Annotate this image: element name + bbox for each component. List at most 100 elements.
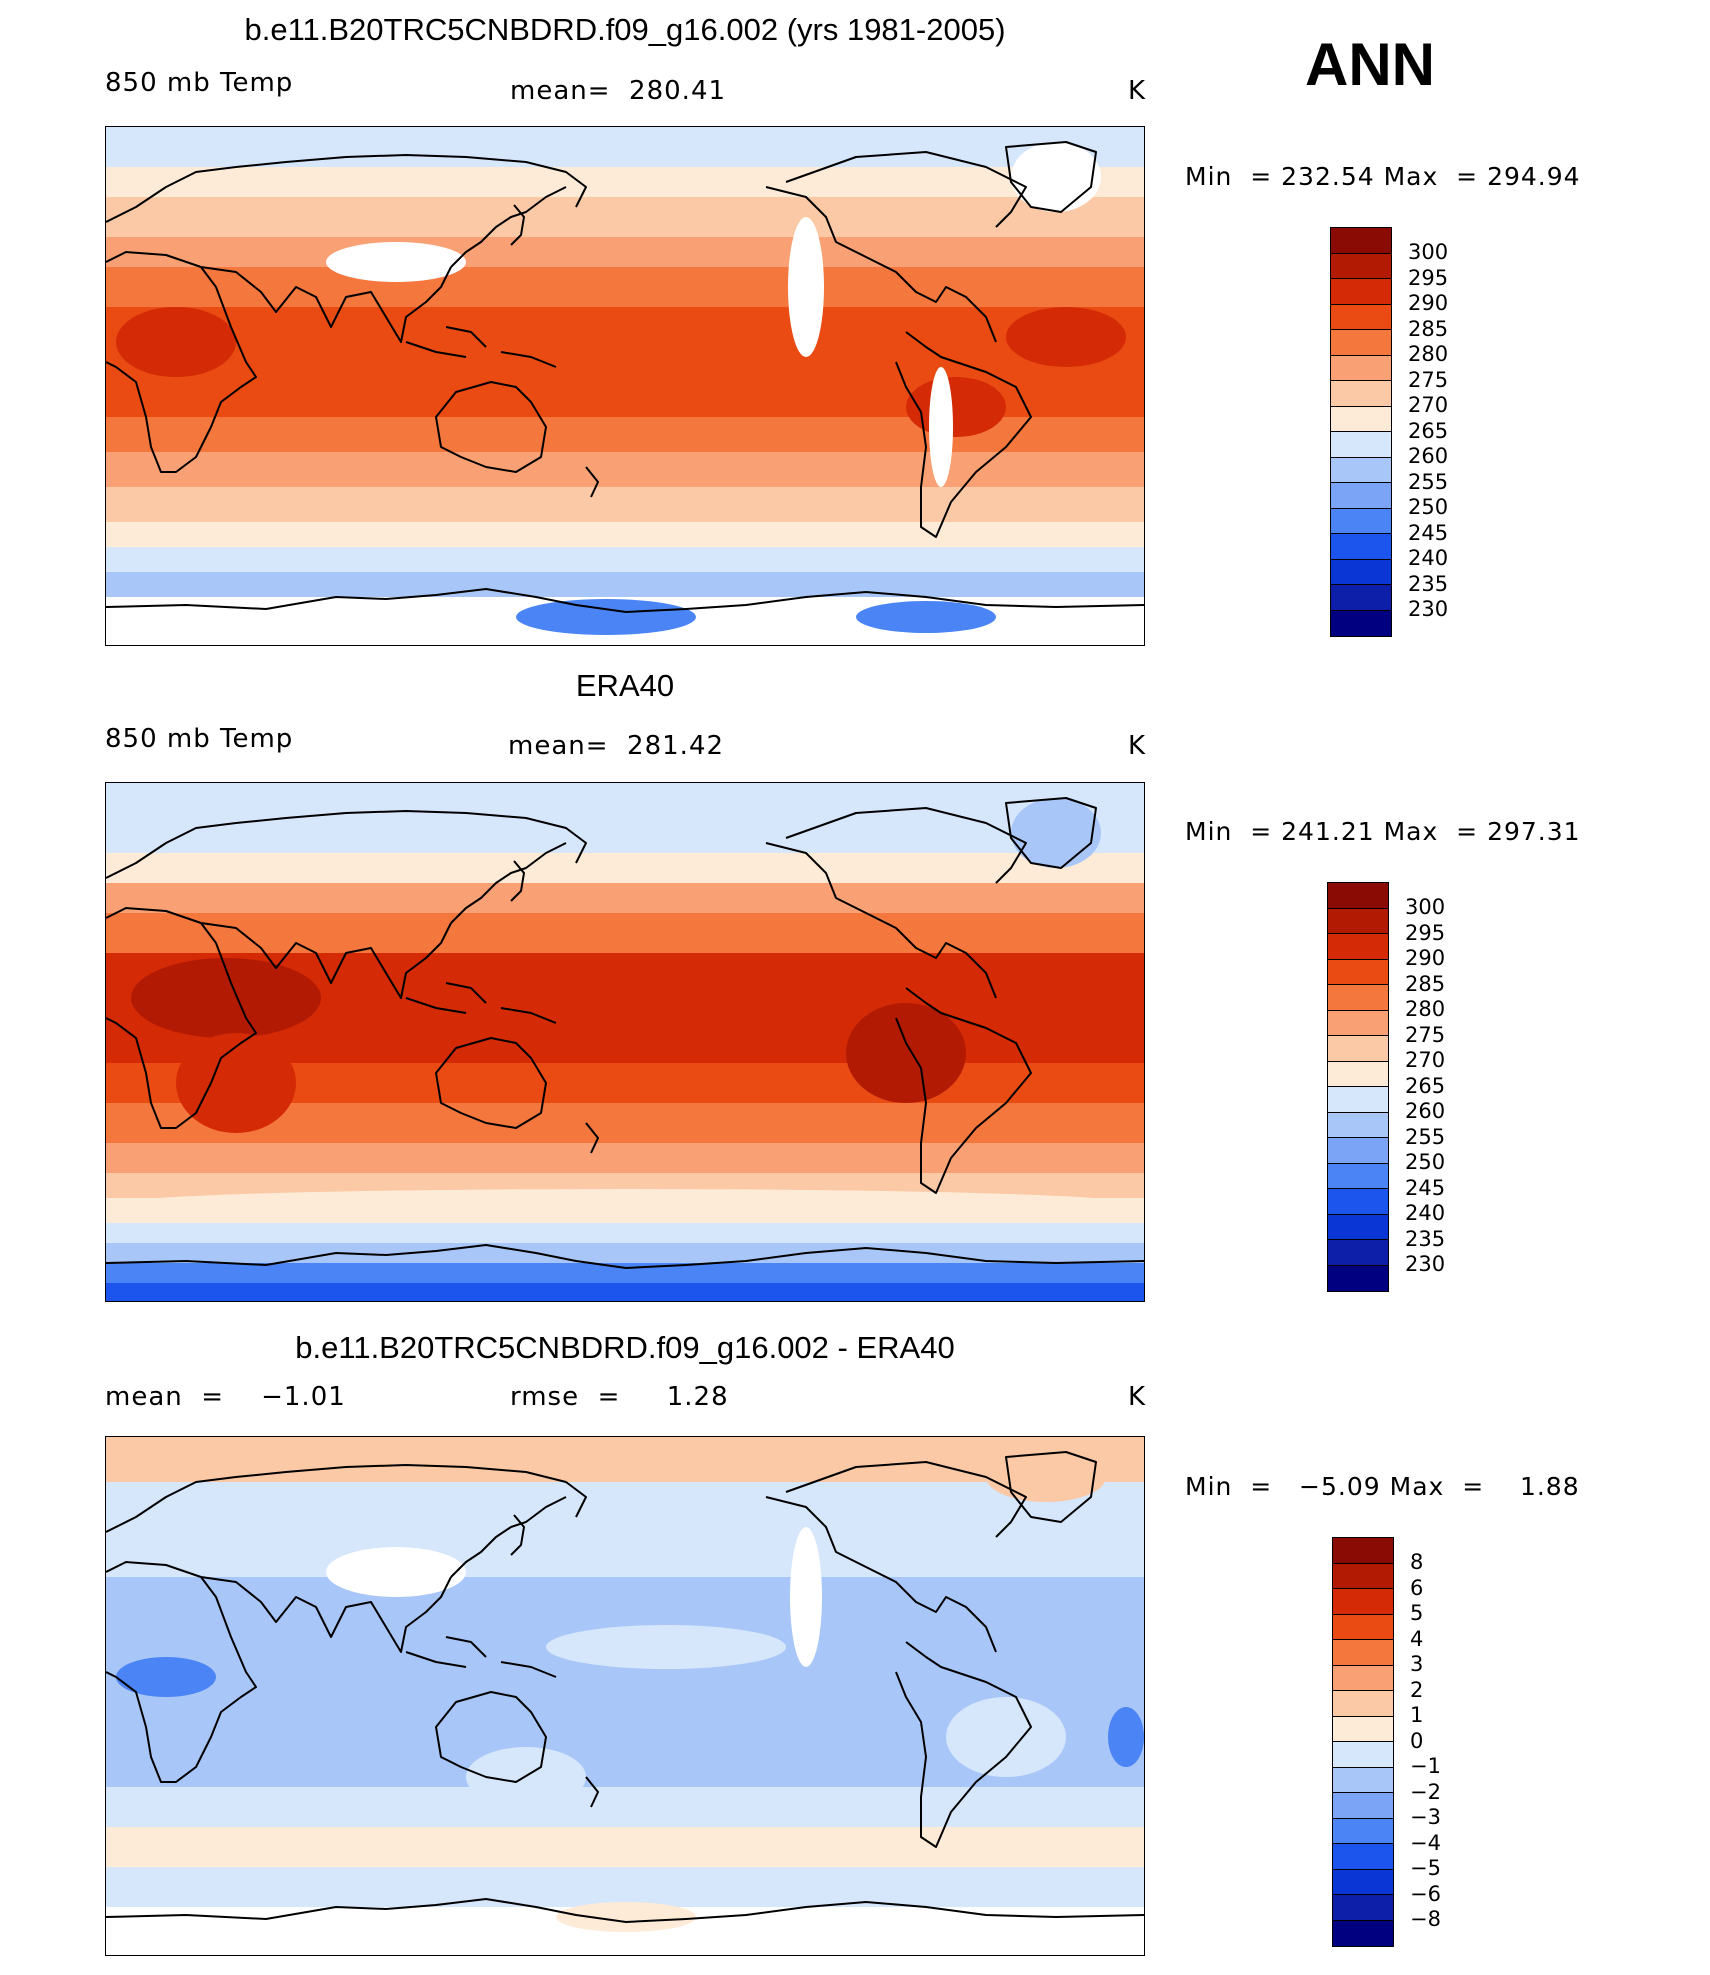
- colorbar-tick-label: 275: [1408, 367, 1449, 392]
- temperature-band: [106, 783, 1144, 813]
- panel-2-max-value: 297.31: [1487, 817, 1581, 846]
- colorbar-tick-label: 240: [1408, 546, 1449, 570]
- panel-2-map: [105, 782, 1145, 1302]
- colorbar-swatch: [1331, 432, 1391, 458]
- colorbar-tick-label: −1: [1410, 1754, 1441, 1778]
- colorbar-tick-label: 245: [1408, 520, 1449, 545]
- colorbar-swatch: [1333, 1844, 1393, 1870]
- colorbar-swatch: [1331, 330, 1391, 356]
- colorbar-swatch: [1328, 985, 1388, 1011]
- panel-1-min-value: 232.54: [1281, 162, 1375, 191]
- colorbar-tick-label: −2: [1410, 1779, 1441, 1804]
- colorbar-swatch: [1333, 1818, 1393, 1844]
- coastline: [405, 1651, 467, 1668]
- colorbar-tick-label: −8: [1410, 1907, 1441, 1931]
- coastline: [500, 351, 557, 368]
- colorbar-tick-label: 250: [1408, 495, 1449, 519]
- colorbar-tick-label: 235: [1408, 571, 1449, 596]
- colorbar-tick-label: 300: [1405, 895, 1446, 919]
- panel-1-variable: 850 mb Temp: [105, 68, 294, 98]
- panel-2-mean: mean= 281.42: [508, 731, 725, 761]
- colorbar-swatch: [1331, 304, 1391, 330]
- colorbar-tick-label: 230: [1408, 597, 1449, 621]
- coastline: [435, 1691, 547, 1783]
- colorbar-swatches: [1332, 1537, 1394, 1947]
- coastline: [765, 842, 997, 999]
- colorbar-swatch: [1328, 934, 1388, 960]
- colorbar-swatch: [1328, 959, 1388, 985]
- panel-1-max-value: 294.94: [1487, 162, 1581, 191]
- panel-1-map: [105, 126, 1145, 646]
- temperature-band: [106, 522, 1144, 547]
- anomaly-region: [556, 1902, 696, 1932]
- coastline: [445, 1636, 487, 1658]
- colorbar-swatch: [1333, 1614, 1393, 1640]
- colorbar-tick-label: 270: [1405, 1048, 1446, 1072]
- missing-data-region: [326, 242, 466, 282]
- panel-1-title: b.e11.B20TRC5CNBDRD.f09_g16.002 (yrs 198…: [244, 12, 1006, 47]
- colorbar-tick-label: 275: [1405, 1022, 1446, 1047]
- colorbar-swatch: [1331, 508, 1391, 534]
- colorbar-tick-label: 230: [1405, 1252, 1446, 1276]
- colorbar-swatch: [1328, 1265, 1388, 1291]
- panel-3-max-value: 1.88: [1519, 1472, 1580, 1501]
- colorbar-swatch: [1328, 1189, 1388, 1215]
- temperature-band: [106, 452, 1144, 487]
- colorbar-tick-label: −4: [1410, 1830, 1441, 1855]
- season-label: ANN: [1305, 31, 1435, 98]
- panel-3-rmse: rmse = 1.28: [510, 1382, 729, 1412]
- colorbar-swatch: [1333, 1895, 1393, 1921]
- coastline: [445, 982, 487, 1004]
- anomaly-region: [1108, 1707, 1144, 1767]
- panel-2-min-value: 241.21: [1281, 817, 1375, 846]
- anomaly-region: [946, 1697, 1066, 1777]
- colorbar-swatches: [1327, 882, 1389, 1292]
- anomaly-region: [1011, 798, 1101, 868]
- colorbar-swatch: [1333, 1640, 1393, 1666]
- colorbar-swatch: [1333, 1869, 1393, 1895]
- temperature-band: [106, 1527, 1144, 1577]
- coastline: [106, 1898, 1144, 1923]
- coastline: [510, 1514, 525, 1556]
- anomaly-region: [516, 599, 696, 635]
- colorbar-swatch: [1331, 559, 1391, 585]
- anomaly-region: [176, 1033, 296, 1133]
- anomaly-region: [906, 377, 1006, 437]
- temperature-band: [106, 1482, 1144, 1527]
- coastline: [106, 588, 1144, 613]
- panel-2-variable: 850 mb Temp: [105, 724, 294, 754]
- colorbar-swatch: [1333, 1742, 1393, 1768]
- coastline: [510, 860, 525, 902]
- temperature-band: [106, 547, 1144, 572]
- panel-3-min-value: −5.09: [1299, 1472, 1381, 1501]
- colorbar-swatch: [1333, 1920, 1393, 1946]
- coastline: [895, 331, 1032, 538]
- panel-3-minmax: Min = −5.09 Max = 1.88: [1185, 1472, 1580, 1501]
- coastline: [106, 154, 587, 223]
- temperature-band: [106, 197, 1144, 237]
- colorbar-swatch: [1328, 1112, 1388, 1138]
- colorbar-tick-label: 0: [1410, 1728, 1424, 1753]
- colorbar-tick-label: −3: [1410, 1805, 1441, 1829]
- map-canvas: [106, 127, 1144, 645]
- colorbar-tick-label: 2: [1410, 1677, 1424, 1702]
- colorbar-swatch: [1328, 908, 1388, 934]
- temperature-band: [106, 1867, 1144, 1907]
- panel-2-max-label: Max =: [1383, 817, 1479, 846]
- colorbar-swatch: [1333, 1767, 1393, 1793]
- temperature-band: [106, 572, 1144, 597]
- panel-2-minmax: Min = 241.21 Max = 297.31: [1185, 817, 1581, 846]
- colorbar-swatch: [1328, 1138, 1388, 1164]
- panel-3-map: [105, 1436, 1145, 1956]
- colorbar-swatch: [1328, 1163, 1388, 1189]
- colorbar-swatch: [1328, 1240, 1388, 1266]
- colorbar-swatch: [1333, 1665, 1393, 1691]
- coastline: [106, 1244, 1144, 1269]
- colorbar-tick-label: 300: [1408, 240, 1449, 264]
- missing-data-region: [929, 367, 953, 487]
- panel-3-min-label: Min =: [1185, 1472, 1273, 1501]
- panel-3-units: K: [1128, 1382, 1147, 1412]
- coastline: [405, 341, 467, 358]
- temperature-band: [106, 487, 1144, 522]
- colorbar-swatch: [1328, 1214, 1388, 1240]
